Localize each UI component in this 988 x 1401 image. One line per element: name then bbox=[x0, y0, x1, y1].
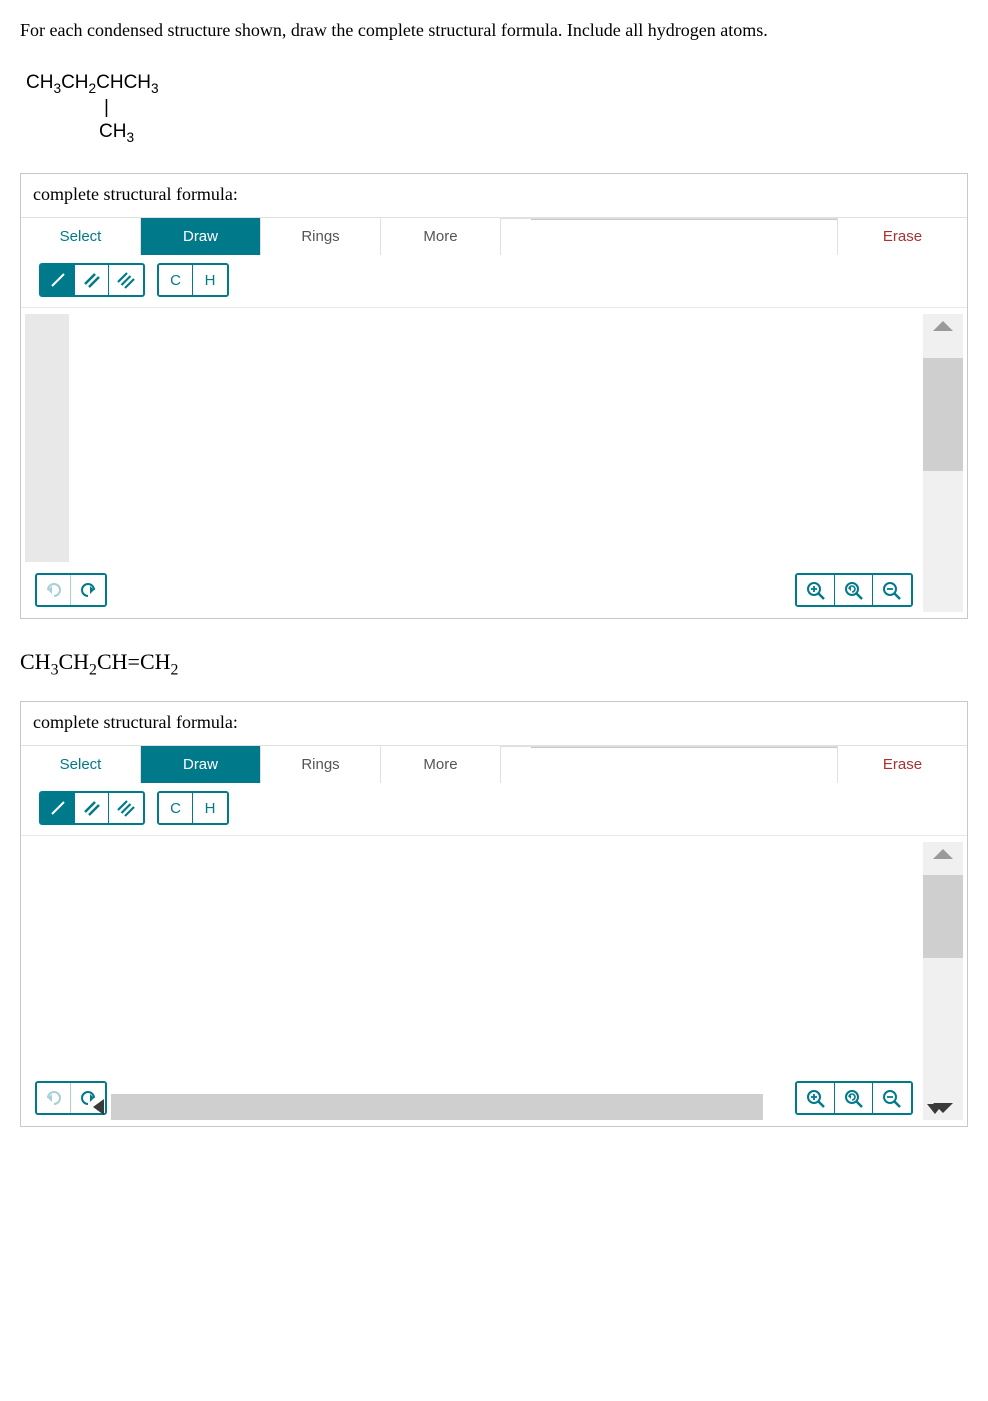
toolbar-spacer bbox=[501, 746, 837, 783]
hydrogen-atom-tool[interactable]: H bbox=[193, 793, 227, 823]
condensed-formula-2: CH3CH2CH=CH2 bbox=[20, 649, 968, 675]
zoom-reset-button[interactable] bbox=[835, 575, 873, 605]
scroll-thumb[interactable] bbox=[923, 358, 963, 471]
tab-draw[interactable]: Draw bbox=[141, 218, 261, 255]
double-bond-tool[interactable] bbox=[75, 265, 109, 295]
bond-tool-group bbox=[39, 791, 145, 825]
editor-tabs: Select Draw Rings More Erase bbox=[21, 745, 967, 783]
scroll-thumb[interactable] bbox=[923, 875, 963, 958]
tab-draw[interactable]: Draw bbox=[141, 746, 261, 783]
bond-tools-row: C H bbox=[21, 783, 967, 836]
tab-erase[interactable]: Erase bbox=[837, 746, 967, 783]
atom-tool-group: C H bbox=[157, 263, 229, 297]
toolbar-spacer bbox=[501, 218, 837, 255]
structure-editor-1: complete structural formula: Select Draw… bbox=[20, 173, 968, 619]
triple-bond-tool[interactable] bbox=[109, 793, 143, 823]
bond-tool-group bbox=[39, 263, 145, 297]
zoom-group bbox=[795, 1081, 913, 1115]
editor-title: complete structural formula: bbox=[21, 702, 967, 745]
single-bond-tool[interactable] bbox=[41, 265, 75, 295]
triple-bond-tool[interactable] bbox=[109, 265, 143, 295]
undo-button[interactable] bbox=[37, 1083, 71, 1113]
single-bond-tool[interactable] bbox=[41, 793, 75, 823]
condensed-formula-1: CH3CH2CHCH3 | CH3 bbox=[26, 71, 968, 145]
zoom-in-button[interactable] bbox=[797, 575, 835, 605]
tab-more[interactable]: More bbox=[381, 218, 501, 255]
structure-editor-2: complete structural formula: Select Draw… bbox=[20, 701, 968, 1127]
tab-more[interactable]: More bbox=[381, 746, 501, 783]
editor-tabs: Select Draw Rings More Erase bbox=[21, 217, 967, 255]
zoom-group bbox=[795, 573, 913, 607]
scroll-track[interactable] bbox=[923, 338, 963, 588]
h-scroll-thumb[interactable] bbox=[111, 1094, 763, 1120]
scroll-left-icon[interactable] bbox=[85, 1094, 111, 1120]
horizontal-scrollbar[interactable] bbox=[85, 1092, 763, 1122]
carbon-atom-tool[interactable]: C bbox=[159, 793, 193, 823]
undo-redo-group bbox=[35, 573, 107, 607]
formula1-bond: | bbox=[26, 96, 968, 121]
tab-rings[interactable]: Rings bbox=[261, 218, 381, 255]
formula1-line1: CH3CH2CHCH3 bbox=[26, 71, 968, 96]
tab-rings[interactable]: Rings bbox=[261, 746, 381, 783]
zoom-out-button[interactable] bbox=[873, 575, 911, 605]
hydrogen-atom-tool[interactable]: H bbox=[193, 265, 227, 295]
double-bond-tool[interactable] bbox=[75, 793, 109, 823]
atom-tool-group: C H bbox=[157, 791, 229, 825]
canvas-bottom-bar bbox=[25, 566, 963, 614]
zoom-out-button[interactable] bbox=[873, 1083, 911, 1113]
left-gutter bbox=[25, 314, 69, 562]
redo-button[interactable] bbox=[71, 575, 105, 605]
zoom-reset-button[interactable] bbox=[835, 1083, 873, 1113]
tab-select[interactable]: Select bbox=[21, 746, 141, 783]
tab-select[interactable]: Select bbox=[21, 218, 141, 255]
undo-button[interactable] bbox=[37, 575, 71, 605]
editor-title: complete structural formula: bbox=[21, 174, 967, 217]
scroll-up-icon[interactable] bbox=[923, 314, 963, 338]
carbon-atom-tool[interactable]: C bbox=[159, 265, 193, 295]
question-text: For each condensed structure shown, draw… bbox=[20, 20, 968, 41]
scroll-track[interactable] bbox=[923, 866, 963, 1096]
canvas-bottom-bar bbox=[25, 1074, 963, 1122]
drawing-canvas-2[interactable] bbox=[21, 836, 967, 1126]
drawing-canvas-1[interactable] bbox=[21, 308, 967, 618]
scroll-down-corner-icon[interactable] bbox=[915, 1096, 955, 1122]
formula1-line3: CH3 bbox=[26, 120, 968, 145]
scroll-up-icon[interactable] bbox=[923, 842, 963, 866]
zoom-in-button[interactable] bbox=[797, 1083, 835, 1113]
tab-erase[interactable]: Erase bbox=[837, 218, 967, 255]
bond-tools-row: C H bbox=[21, 255, 967, 308]
